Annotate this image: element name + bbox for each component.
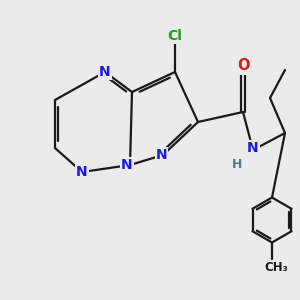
Text: CH₃: CH₃ [265, 261, 288, 274]
Text: N: N [99, 65, 111, 79]
Text: O: O [237, 58, 249, 74]
Text: N: N [156, 148, 167, 162]
Text: Cl: Cl [168, 29, 182, 43]
Text: N: N [121, 158, 133, 172]
Text: H: H [232, 158, 242, 172]
Text: N: N [247, 142, 259, 155]
Text: N: N [76, 165, 88, 179]
